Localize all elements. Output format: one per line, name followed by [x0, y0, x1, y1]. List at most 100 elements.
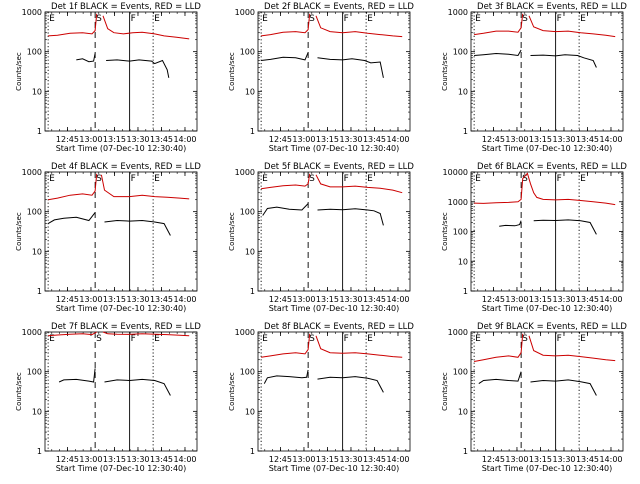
events-series-line — [104, 219, 171, 236]
event-marker-label: S — [96, 334, 102, 344]
event-marker-label: E — [475, 14, 481, 24]
x-tick-label: 13:15 — [103, 295, 126, 304]
event-marker-label: E — [580, 334, 586, 344]
y-tick-label: 10 — [458, 257, 468, 266]
event-marker-label: E — [262, 334, 268, 344]
event-marker-label: E — [154, 14, 160, 24]
y-tick-label: 1000 — [22, 8, 42, 17]
x-tick-label: 13:30 — [126, 455, 149, 464]
x-tick-label: 13:30 — [339, 455, 362, 464]
x-tick-label: 14:00 — [173, 295, 196, 304]
x-tick-label: 13:45 — [150, 135, 173, 144]
event-marker-label: E — [367, 174, 373, 184]
chart-title: Det 6f BLACK = Events, RED = LLD — [477, 162, 627, 172]
y-tick-label: 100 — [27, 208, 42, 217]
x-tick-label: 13:00 — [505, 455, 528, 464]
x-tick-label: 13:15 — [529, 135, 552, 144]
chart-title: Det 5f BLACK = Events, RED = LLD — [264, 162, 414, 172]
y-axis-label: Counts/sec — [228, 52, 236, 91]
y-tick-label: 1 — [250, 447, 255, 456]
y-tick-label: 100 — [240, 368, 255, 377]
event-marker-label: F — [344, 334, 349, 344]
plot-frame — [470, 11, 624, 132]
x-tick-label: 12:45 — [482, 135, 505, 144]
x-tick-label: 13:30 — [339, 135, 362, 144]
event-marker-label: S — [96, 174, 102, 184]
chart-title: Det 7f BLACK = Events, RED = LLD — [51, 322, 201, 332]
y-tick-label: 1000 — [235, 328, 255, 337]
y-tick-label: 10 — [245, 247, 255, 256]
x-tick-label: 13:00 — [79, 295, 102, 304]
y-tick-label: 100 — [453, 368, 468, 377]
lld-series-line — [474, 13, 524, 36]
lld-series-line — [315, 15, 403, 38]
y-axis-label: Counts/sec — [228, 212, 236, 251]
chart-title: Det 4f BLACK = Events, RED = LLD — [51, 162, 201, 172]
event-marker-label: E — [262, 14, 268, 24]
event-marker-label: S — [522, 334, 528, 344]
x-tick-label: 14:00 — [173, 135, 196, 144]
x-tick-label: 12:45 — [56, 135, 79, 144]
lld-series-line — [528, 15, 616, 38]
x-tick-label: 13:45 — [150, 455, 173, 464]
events-series-line — [261, 52, 309, 61]
y-tick-label: 1 — [463, 127, 468, 136]
y-tick-label: 100 — [27, 368, 42, 377]
x-axis-label: Start Time (07-Dec-10 12:30:40) — [269, 464, 400, 473]
chart-title: Det 8f BLACK = Events, RED = LLD — [264, 322, 414, 332]
event-marker-label: F — [131, 14, 136, 24]
lld-series-line — [48, 331, 97, 337]
events-series-line — [530, 54, 597, 68]
y-axis-label: Counts/sec — [441, 372, 449, 411]
x-axis-label: Start Time (07-Dec-10 12:30:40) — [56, 304, 187, 313]
x-tick-label: 13:15 — [316, 135, 339, 144]
x-tick-label: 13:00 — [292, 295, 315, 304]
events-series-line — [76, 53, 96, 63]
event-marker-label: E — [367, 14, 373, 24]
y-tick-label: 1 — [37, 447, 42, 456]
x-tick-label: 13:30 — [339, 295, 362, 304]
lld-series-line — [474, 333, 524, 362]
events-series-line — [47, 212, 96, 225]
y-tick-label: 100 — [453, 228, 468, 237]
x-tick-label: 12:45 — [269, 455, 292, 464]
chart-panel-8: Det 8f BLACK = Events, RED = LLD 1 10 100 10… — [228, 322, 414, 473]
y-tick-label: 10 — [32, 407, 42, 416]
lld-series-line — [474, 172, 616, 206]
y-tick-label: 10 — [32, 87, 42, 96]
chart-panel-7: Det 7f BLACK = Events, RED = LLD 1 10 100 10… — [15, 322, 201, 473]
x-tick-label: 13:00 — [505, 135, 528, 144]
chart-panel-5: Det 5f BLACK = Events, RED = LLD 1 10 100 10… — [228, 162, 414, 313]
chart-panel-2: Det 2f BLACK = Events, RED = LLD 1 10 100 10… — [228, 2, 414, 153]
event-marker-label: E — [580, 174, 586, 184]
plot-frame — [44, 11, 198, 132]
events-series-line — [474, 49, 522, 57]
events-series-line — [478, 371, 522, 385]
y-tick-label: 1 — [250, 127, 255, 136]
plot-frame — [470, 171, 624, 292]
event-marker-label: F — [344, 174, 349, 184]
x-tick-label: 12:45 — [482, 455, 505, 464]
y-tick-label: 1000 — [22, 168, 42, 177]
event-marker-label: E — [475, 174, 481, 184]
x-tick-label: 13:00 — [79, 135, 102, 144]
event-marker-label: F — [557, 14, 562, 24]
lld-series-line — [261, 333, 311, 358]
x-axis-label: Start Time (07-Dec-10 12:30:40) — [482, 144, 613, 153]
lld-series-line — [261, 173, 311, 190]
chart-title: Det 2f BLACK = Events, RED = LLD — [264, 2, 414, 12]
lld-series-line — [102, 331, 190, 337]
event-marker-label: S — [309, 334, 315, 344]
x-tick-label: 13:15 — [103, 135, 126, 144]
x-tick-label: 13:30 — [126, 295, 149, 304]
chart-panel-9: Det 9f BLACK = Events, RED = LLD 1 10 100 10… — [441, 322, 627, 473]
lld-series-line — [315, 335, 403, 358]
y-tick-label: 100 — [240, 208, 255, 217]
x-tick-label: 13:15 — [529, 455, 552, 464]
chart-title: Det 1f BLACK = Events, RED = LLD — [51, 2, 201, 12]
x-axis-label: Start Time (07-Dec-10 12:30:40) — [56, 464, 187, 473]
events-series-line — [262, 203, 309, 216]
x-tick-label: 13:30 — [126, 135, 149, 144]
x-tick-label: 13:45 — [576, 295, 599, 304]
y-tick-label: 10 — [32, 247, 42, 256]
